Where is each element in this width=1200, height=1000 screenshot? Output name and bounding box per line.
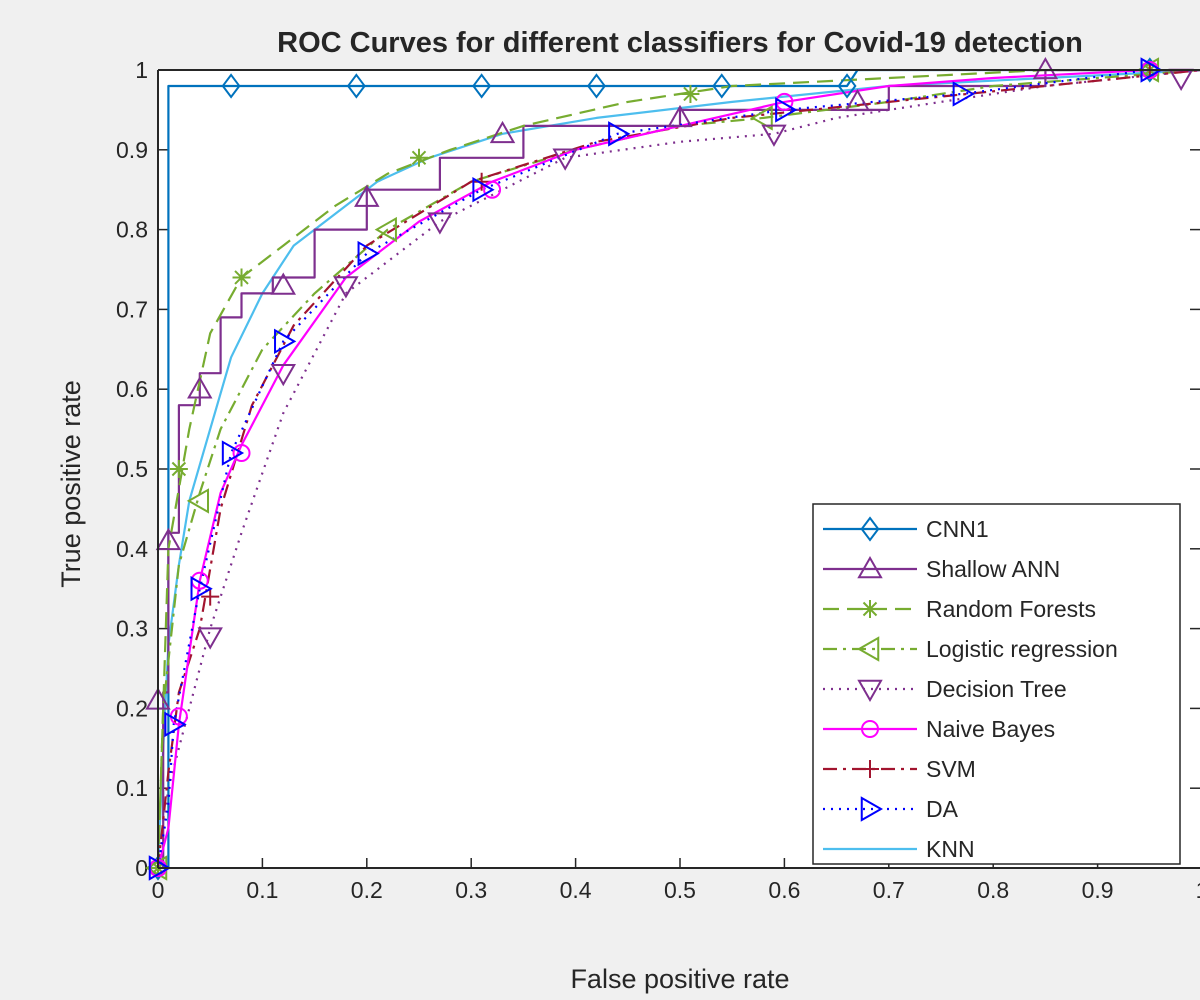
data-point-naive-bayes bbox=[232, 444, 251, 463]
x-tick-label: 0.4 bbox=[560, 877, 592, 903]
series-line-logistic-regression bbox=[158, 70, 1200, 868]
x-tick-label: 0.7 bbox=[873, 877, 905, 903]
x-tick-label: 0.5 bbox=[664, 877, 696, 903]
series-line-random-forests bbox=[158, 70, 1200, 868]
data-point-cnn1 bbox=[712, 73, 732, 99]
legend-label-svm: SVM bbox=[926, 756, 976, 782]
data-point-svm bbox=[472, 172, 491, 191]
legend-label-logistic-regression: Logistic regression bbox=[926, 636, 1118, 662]
y-tick-label: 0.2 bbox=[116, 695, 148, 721]
legend-marker-shallow-ann bbox=[857, 555, 883, 579]
y-tick-label: 0.6 bbox=[116, 376, 148, 402]
legend-marker-da bbox=[860, 796, 884, 822]
chart-title: ROC Curves for different classifiers for… bbox=[277, 27, 1083, 59]
legend-label-da: DA bbox=[926, 796, 959, 822]
data-point-logistic-regression bbox=[374, 216, 397, 243]
axis-ticks: 0 0.1 0.2 0.3 0.4 0.5 0.6 0.7 0.8 0.9 1 0 0.1 0.2 0.3 0… bbox=[116, 57, 1200, 903]
data-point-da bbox=[164, 711, 187, 738]
data-point-da bbox=[608, 121, 631, 147]
legend-marker-decision-tree bbox=[857, 679, 883, 703]
data-point-decision-tree bbox=[552, 148, 578, 171]
x-tick-label: 0.1 bbox=[246, 877, 278, 903]
series-line-cnn1 bbox=[158, 70, 1200, 868]
y-tick-label: 0.8 bbox=[116, 217, 148, 243]
data-point-decision-tree bbox=[197, 627, 223, 650]
legend-label-naive-bayes: Naive Bayes bbox=[926, 716, 1055, 742]
x-tick-label: 0.8 bbox=[977, 877, 1009, 903]
data-point-decision-tree bbox=[427, 212, 453, 235]
legend-label-decision-tree: Decision Tree bbox=[926, 676, 1067, 702]
data-point-da bbox=[952, 81, 975, 107]
data-point-shallow-ann bbox=[667, 104, 693, 128]
data-point-cnn1 bbox=[837, 73, 857, 99]
x-axis-label: False positive rate bbox=[570, 964, 789, 994]
legend-marker-cnn1 bbox=[860, 516, 880, 542]
x-tick-label: 0 bbox=[152, 877, 165, 903]
data-point-naive-bayes bbox=[483, 180, 502, 199]
data-point-random-forests bbox=[681, 84, 700, 103]
x-tick-label: 0.6 bbox=[768, 877, 800, 903]
x-tick-label: 0.3 bbox=[455, 877, 487, 903]
data-point-decision-tree bbox=[761, 124, 787, 147]
data-point-shallow-ann bbox=[1032, 56, 1059, 80]
legend: CNN1 Shallow ANN Random Forests Logistic re… bbox=[812, 503, 1181, 865]
x-tick-label: 0.9 bbox=[1082, 877, 1114, 903]
y-tick-label: 0.9 bbox=[116, 137, 148, 163]
data-point-random-forests bbox=[169, 460, 188, 478]
data-point-shallow-ann bbox=[354, 184, 380, 207]
series-line-svm bbox=[158, 70, 1200, 868]
x-tick-label: 0.2 bbox=[351, 877, 383, 903]
series-line-da bbox=[158, 70, 1200, 868]
legend-marker-logistic-regression bbox=[856, 636, 880, 662]
legend-marker-random-forests bbox=[861, 600, 879, 618]
y-tick-label: 0.3 bbox=[116, 616, 148, 642]
y-axis-label: True positive rate bbox=[56, 380, 86, 588]
data-point-decision-tree bbox=[270, 363, 297, 387]
data-point-da bbox=[221, 440, 245, 466]
data-point-shallow-ann bbox=[270, 272, 297, 295]
y-tick-label: 0 bbox=[135, 855, 148, 881]
data-point-shallow-ann bbox=[155, 527, 182, 551]
series-line-shallow-ann bbox=[158, 70, 1200, 868]
data-point-da bbox=[148, 855, 172, 881]
data-point-shallow-ann bbox=[844, 88, 871, 112]
legend-label-knn: KNN bbox=[926, 836, 975, 862]
series-lines bbox=[158, 70, 1200, 868]
data-point-da bbox=[357, 240, 380, 267]
y-tick-label: 0.7 bbox=[116, 296, 148, 322]
y-tick-label: 0.1 bbox=[116, 775, 148, 801]
axes-box bbox=[157, 69, 1200, 869]
data-point-logistic-regression bbox=[750, 105, 773, 131]
data-point-shallow-ann bbox=[489, 120, 516, 144]
data-point-cnn1 bbox=[586, 73, 606, 99]
data-point-cnn1 bbox=[346, 73, 366, 99]
data-point-cnn1 bbox=[472, 73, 492, 99]
legend-label-random-forests: Random Forests bbox=[926, 596, 1096, 622]
data-point-random-forests bbox=[410, 148, 428, 167]
legend-marker-svm bbox=[861, 760, 879, 778]
x-tick-label: 1 bbox=[1196, 877, 1200, 903]
y-tick-label: 0.4 bbox=[116, 536, 148, 562]
data-point-da bbox=[274, 328, 297, 355]
data-point-da bbox=[775, 97, 798, 123]
data-point-svm bbox=[201, 587, 220, 606]
data-point-da bbox=[472, 176, 495, 203]
data-point-cnn1 bbox=[221, 73, 241, 99]
y-tick-label: 1 bbox=[135, 57, 148, 83]
data-point-da bbox=[190, 575, 213, 602]
data-point-decision-tree bbox=[333, 276, 359, 299]
data-point-logistic-regression bbox=[186, 488, 210, 514]
y-tick-label: 0.5 bbox=[116, 456, 148, 482]
data-point-random-forests bbox=[232, 268, 251, 287]
data-point-shallow-ann bbox=[187, 376, 213, 399]
legend-label-cnn1: CNN1 bbox=[926, 516, 989, 542]
legend-label-shallow-ann: Shallow ANN bbox=[926, 556, 1060, 582]
series-line-naive-bayes bbox=[158, 70, 1200, 868]
legend-marker-naive-bayes bbox=[861, 720, 879, 738]
